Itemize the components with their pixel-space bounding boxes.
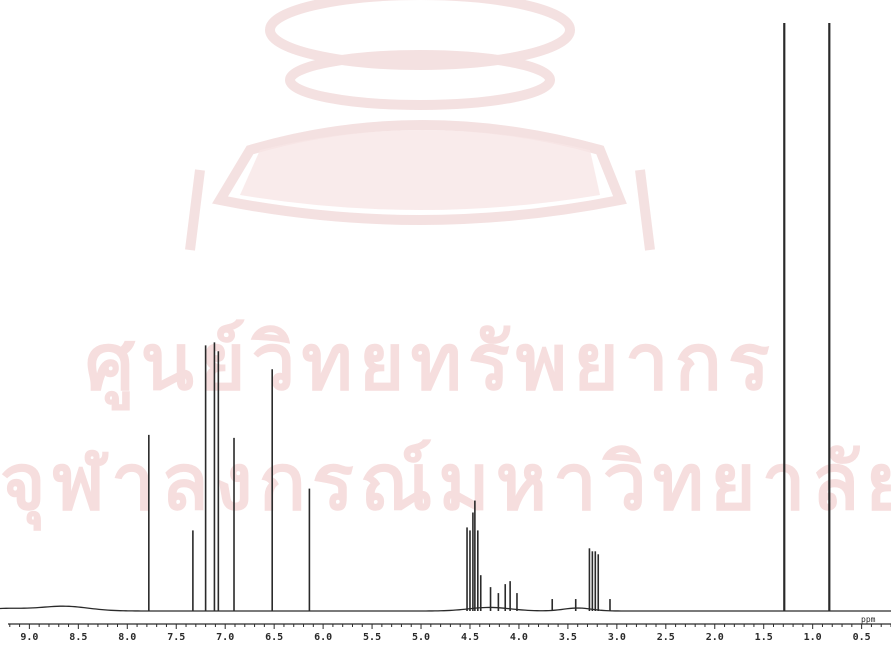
x-tick-label: 0.5 <box>853 632 871 643</box>
x-tick-label: 6.0 <box>314 632 332 643</box>
baseline-trace <box>0 605 891 612</box>
x-tick-label: 5.0 <box>412 632 430 643</box>
x-tick-label: 2.0 <box>706 632 724 643</box>
x-tick-label: 7.5 <box>167 632 185 643</box>
x-tick-label: 4.0 <box>510 632 528 643</box>
x-tick-label: 3.5 <box>559 632 577 643</box>
x-tick-label: 1.0 <box>804 632 822 643</box>
x-axis-unit-label: ppm <box>861 615 876 624</box>
x-tick-label: 5.5 <box>363 632 381 643</box>
x-tick-label: 6.5 <box>265 632 283 643</box>
watermark-line-1: ศูนย์วิทยทรัพยากร <box>85 318 776 408</box>
x-tick-label: 7.0 <box>216 632 234 643</box>
x-tick-label: 8.5 <box>69 632 87 643</box>
x-tick-label: 4.5 <box>461 632 479 643</box>
x-axis-tick-labels: 9.0 8.5 8.0 7.5 7.0 6.5 6.0 5.5 5.0 4.5 4.0 3.5 3.0 2… <box>20 632 870 643</box>
x-tick-label: 8.0 <box>118 632 136 643</box>
peaks-layer <box>148 22 831 611</box>
x-tick-label: 1.5 <box>755 632 773 643</box>
x-tick-label: 2.5 <box>657 632 675 643</box>
x-axis-ticks <box>9 624 891 629</box>
x-tick-label: 9.0 <box>20 632 38 643</box>
x-tick-label: 3.0 <box>608 632 626 643</box>
